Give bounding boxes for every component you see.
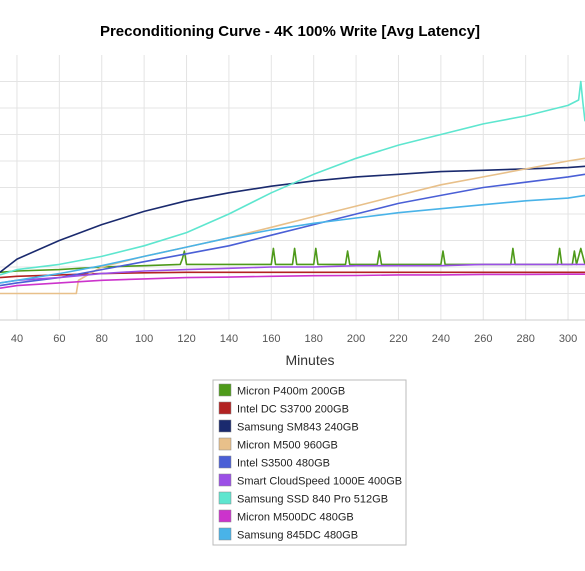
- legend-label-6: Smart CloudSpeed 1000E 400GB: [237, 476, 402, 488]
- legend-label-4: Micron M500 960GB: [237, 440, 338, 452]
- legend-label-2: Intel DC S3700 200GB: [237, 404, 349, 416]
- x-axis: 40 60 80 100 120 140 160 180 200 220 240 260 280 300: [0, 319, 585, 345]
- x-tick-label: 80: [96, 333, 108, 345]
- x-tick-label: 160: [262, 333, 280, 345]
- x-tick-label: 60: [53, 333, 65, 345]
- series-line-4: [0, 157, 585, 295]
- legend-swatch-7: [218, 491, 232, 505]
- x-tick-label: 140: [220, 333, 238, 345]
- legend: Micron P400m 200GB Intel DC S3700 200GB Sa…: [212, 379, 407, 546]
- x-tick-label: 120: [177, 333, 195, 345]
- x-tick-label: 40: [11, 333, 23, 345]
- chart-title: Preconditioning Curve - 4K 100% Write [A…: [100, 23, 480, 40]
- x-tick-label: 180: [305, 333, 323, 345]
- x-tick-label: 280: [516, 333, 534, 345]
- series-line-3: [0, 165, 585, 273]
- legend-swatch-4: [218, 437, 232, 451]
- legend-swatch-1: [218, 383, 232, 397]
- legend-label-9: Samsung 845DC 480GB: [237, 530, 358, 542]
- series-line-6: [0, 263, 585, 284]
- series-line-1: [0, 247, 585, 274]
- legend-swatch-8: [218, 509, 232, 523]
- series-line-5: [0, 173, 585, 287]
- legend-swatch-2: [218, 401, 232, 415]
- grid: [0, 55, 585, 320]
- legend-swatch-5: [218, 455, 232, 469]
- x-tick-label: 260: [474, 333, 492, 345]
- legend-label-3: Samsung SM843 240GB: [237, 422, 359, 434]
- legend-swatch-3: [218, 419, 232, 433]
- legend-box: [212, 379, 407, 546]
- series-line-8: [0, 273, 585, 289]
- x-tick-label: 200: [347, 333, 365, 345]
- legend-label-7: Samsung SSD 840 Pro 512GB: [237, 494, 388, 506]
- series-lines: [0, 80, 585, 295]
- legend-swatch-9: [218, 527, 232, 541]
- x-tick-label: 220: [389, 333, 407, 345]
- x-tick-label: 240: [432, 333, 450, 345]
- legend-label-8: Micron M500DC 480GB: [237, 512, 354, 524]
- series-line-9: [0, 194, 585, 284]
- legend-swatch-6: [218, 473, 232, 487]
- x-tick-label: 100: [135, 333, 153, 345]
- legend-label-5: Intel S3500 480GB: [237, 458, 330, 470]
- x-tick-label: 300: [559, 333, 577, 345]
- series-line-7: [0, 80, 585, 276]
- x-axis-label: Minutes: [285, 352, 334, 368]
- legend-label-1: Micron P400m 200GB: [237, 386, 345, 398]
